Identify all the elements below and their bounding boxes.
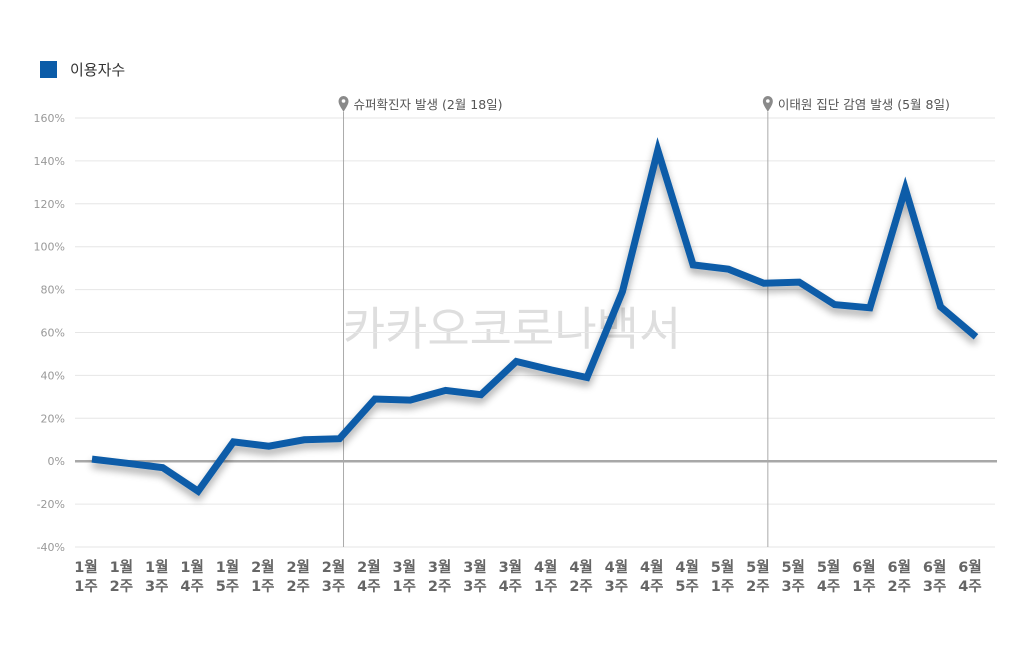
legend-marker	[40, 61, 57, 78]
x-tick-label-month: 5월	[746, 559, 769, 576]
y-axis: 160% 140% 120% 100% 80% 60% 40% 20% 0% -20% -40%	[34, 112, 65, 554]
x-tick-label-week: 3주	[781, 578, 804, 595]
y-tick-label: 60%	[41, 327, 65, 340]
x-tick-label-month: 6월	[852, 559, 875, 576]
y-tick-label: 20%	[41, 412, 65, 425]
legend: 이용자수	[40, 61, 125, 79]
x-tick-label-week: 1주	[251, 578, 274, 595]
x-tick-label-month: 1월	[145, 559, 168, 576]
y-tick-label: -20%	[37, 498, 65, 511]
x-tick-label-week: 3주	[463, 578, 486, 595]
x-tick-label-month: 1월	[74, 559, 97, 576]
map-pin-icon	[339, 96, 349, 112]
y-tick-label: 0%	[48, 455, 65, 468]
x-tick-label-week: 2주	[569, 578, 592, 595]
x-tick-label-week: 2주	[428, 578, 451, 595]
x-tick-label-month: 1월	[216, 559, 239, 576]
annotation-label: 이태원 집단 감염 발생 (5월 8일)	[778, 97, 950, 112]
x-tick-label-week: 5주	[675, 578, 698, 595]
y-tick-label: -40%	[37, 541, 65, 554]
x-tick-label-week: 5주	[216, 578, 239, 595]
x-tick-label-month: 6월	[958, 559, 981, 576]
x-tick-label-week: 2주	[110, 578, 133, 595]
x-tick-label-week: 4주	[499, 578, 522, 595]
x-tick-label-week: 4주	[357, 578, 380, 595]
x-tick-label-month: 2월	[357, 559, 380, 576]
map-pin-icon	[763, 96, 773, 112]
x-tick-label-week: 3주	[605, 578, 628, 595]
x-tick-label-week: 4주	[640, 578, 663, 595]
x-tick-label-week: 2주	[746, 578, 769, 595]
x-tick-label-week: 1주	[393, 578, 416, 595]
x-tick-label-week: 3주	[923, 578, 946, 595]
x-tick-label-month: 4월	[605, 559, 628, 576]
x-tick-label-month: 6월	[888, 559, 911, 576]
y-tick-label: 80%	[41, 284, 65, 297]
x-tick-label-week: 1주	[711, 578, 734, 595]
x-tick-label-month: 3월	[428, 559, 451, 576]
x-tick-label-month: 5월	[781, 559, 804, 576]
x-tick-label-month: 2월	[322, 559, 345, 576]
y-tick-label: 100%	[34, 241, 65, 254]
x-tick-label-month: 2월	[286, 559, 309, 576]
x-tick-label-month: 1월	[180, 559, 203, 576]
grid	[75, 118, 997, 547]
x-tick-label-month: 3월	[499, 559, 522, 576]
x-axis: 1월 1주 1월 2주 1월 3주 1월 4주 1월 5주 2월 1주 2월 2주 2월 3주 2월 4주 3월 1주…	[74, 559, 981, 595]
y-tick-label: 40%	[41, 369, 65, 382]
legend-label: 이용자수	[70, 61, 125, 79]
y-tick-label: 140%	[34, 155, 65, 168]
x-tick-label-month: 1월	[110, 559, 133, 576]
x-tick-label-week: 1주	[534, 578, 557, 595]
y-tick-label: 160%	[34, 112, 65, 125]
x-tick-label-week: 4주	[958, 578, 981, 595]
x-tick-label-week: 4주	[180, 578, 203, 595]
x-tick-label-week: 3주	[322, 578, 345, 595]
x-tick-label-month: 3월	[463, 559, 486, 576]
x-tick-label-month: 5월	[711, 559, 734, 576]
y-tick-label: 120%	[34, 198, 65, 211]
x-tick-label-month: 4월	[534, 559, 557, 576]
x-tick-label-week: 4주	[817, 578, 840, 595]
x-tick-label-month: 5월	[817, 559, 840, 576]
x-tick-label-week: 1주	[852, 578, 875, 595]
x-tick-label-month: 6월	[923, 559, 946, 576]
watermark: 카카오코로나백서	[343, 302, 682, 356]
annotation-label: 슈퍼확진자 발생 (2월 18일)	[354, 97, 503, 112]
x-tick-label-month: 4월	[569, 559, 592, 576]
x-tick-label-week: 2주	[888, 578, 911, 595]
x-tick-label-month: 3월	[393, 559, 416, 576]
x-tick-label-month: 2월	[251, 559, 274, 576]
x-tick-label-month: 4월	[675, 559, 698, 576]
x-tick-label-week: 1주	[74, 578, 97, 595]
x-tick-label-week: 3주	[145, 578, 168, 595]
x-tick-label-week: 2주	[286, 578, 309, 595]
x-tick-label-month: 4월	[640, 559, 663, 576]
